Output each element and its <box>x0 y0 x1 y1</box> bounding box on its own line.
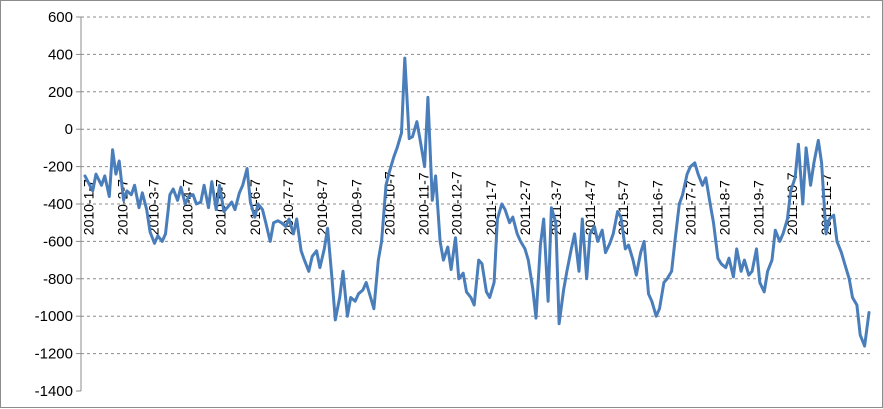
x-tick-label: 2010-3-7 <box>145 179 161 235</box>
x-tick-label: 2011-9-7 <box>751 180 767 235</box>
x-tick-label: 2010-5-7 <box>213 179 229 235</box>
x-tick-label: 2010-11-7 <box>416 172 432 235</box>
y-tick-label: -1200 <box>35 346 73 363</box>
x-tick-label: 2010-8-7 <box>314 179 330 235</box>
y-tick-label: 0 <box>65 121 73 138</box>
x-tick-label: 2011-2-7 <box>517 180 533 235</box>
y-tick-label: -1400 <box>35 383 73 400</box>
x-tick-label: 2010-7-7 <box>280 179 296 235</box>
x-tick-label: 2011-5-7 <box>615 180 631 235</box>
x-tick-label: 2010-9-7 <box>348 179 364 235</box>
x-tick-label: 2011-4-7 <box>582 180 598 235</box>
series-line <box>83 56 871 348</box>
y-tick-label: 200 <box>48 84 73 101</box>
y-axis-ticks: 600 400 200 0 -200 -400 -600 -800 -1000 -1200 -140… <box>35 9 81 400</box>
y-tick-label: -1000 <box>35 308 73 325</box>
x-axis-ticks: 2010-1-7 2010-2-7 2010-3-7 2010-4-7 2010-5-7… <box>80 171 834 235</box>
y-tick-label: 400 <box>48 46 73 63</box>
y-tick-label: -800 <box>43 271 73 288</box>
gridlines <box>81 16 873 355</box>
x-tick-label: 2011-1-7 <box>483 180 499 235</box>
y-tick-label: -200 <box>43 159 73 176</box>
x-tick-label: 2011-6-7 <box>649 180 665 235</box>
y-tick-label: -600 <box>43 233 73 250</box>
y-tick-label: -400 <box>43 196 73 213</box>
y-tick-label: 600 <box>48 9 73 26</box>
x-tick-label: 2011-7-7 <box>682 180 698 235</box>
x-tick-label: 2010-1-7 <box>80 179 96 235</box>
x-tick-label: 2011-8-7 <box>717 180 733 235</box>
x-tick-label: 2010-12-7 <box>449 171 465 235</box>
